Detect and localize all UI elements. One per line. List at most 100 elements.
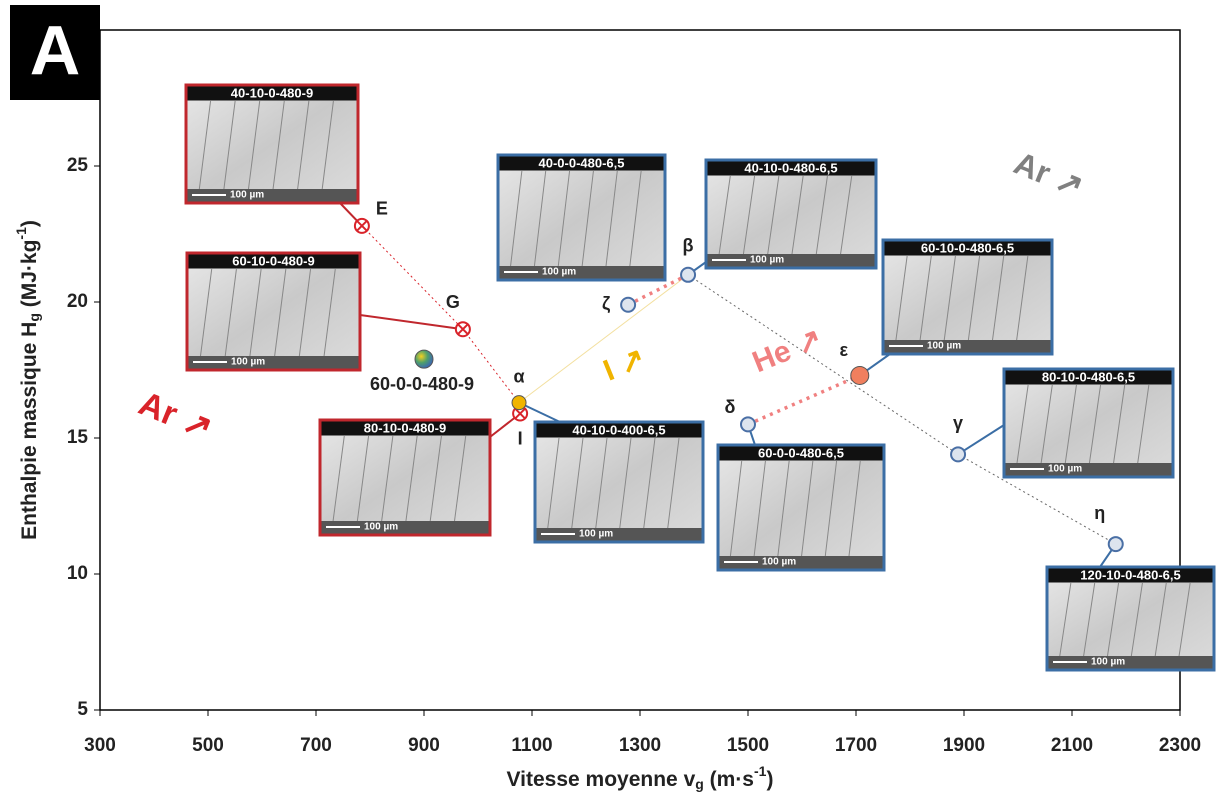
texture xyxy=(320,100,334,196)
x-tick-label: 1500 xyxy=(727,735,769,756)
connector xyxy=(957,453,1116,545)
y-title-unit: (MJ·kg xyxy=(18,240,41,314)
inset-bottom-band xyxy=(321,521,489,534)
inset-bottom-band xyxy=(499,266,664,279)
texture xyxy=(380,435,394,528)
connector xyxy=(518,274,689,404)
texture xyxy=(223,268,237,363)
point xyxy=(511,395,527,411)
x-tick-label: 500 xyxy=(192,735,224,756)
texture xyxy=(199,268,213,363)
inset-image xyxy=(185,251,362,372)
texture xyxy=(404,435,418,528)
texture xyxy=(894,255,908,347)
inset-bottom-band xyxy=(536,528,702,541)
texture xyxy=(331,435,345,528)
texture xyxy=(752,460,766,563)
inset-label: 60-0-0-480-6,5 xyxy=(758,445,844,460)
leader-line xyxy=(359,314,464,331)
texture xyxy=(918,255,932,347)
texture xyxy=(1112,384,1126,470)
inset-micrograph: 60-0-0-480-6,5 100 µm xyxy=(716,443,886,572)
inset-image xyxy=(1002,367,1175,479)
texture xyxy=(247,100,261,196)
x-tick-label: 1900 xyxy=(943,735,985,756)
x-tick-label: 1100 xyxy=(511,735,552,756)
inset-label: 40-10-0-480-9 xyxy=(231,85,313,100)
inset-label: 80-10-0-480-9 xyxy=(364,420,446,435)
texture xyxy=(248,268,262,363)
texture xyxy=(1106,582,1120,663)
annotation: I ↗ xyxy=(599,341,650,387)
texture xyxy=(790,175,804,261)
inset-top-band xyxy=(536,423,702,438)
texture xyxy=(942,255,956,347)
inset-micrograph: 40-10-0-480-9 100 µm xyxy=(184,83,360,205)
inset-bottom-band xyxy=(719,556,883,569)
x-tick-label: 1700 xyxy=(835,735,877,756)
y-title-sup: -1 xyxy=(13,227,29,240)
x-tick-label: 300 xyxy=(84,735,116,756)
texture xyxy=(271,100,285,196)
texture xyxy=(322,268,336,363)
point-label: δ xyxy=(725,397,736,417)
connector xyxy=(361,225,464,330)
x-title-unit: (m·s xyxy=(704,768,754,791)
y-tick-label: 15 xyxy=(67,427,89,448)
texture xyxy=(1177,582,1191,663)
inset-scale: 100 µm xyxy=(542,267,576,278)
texture xyxy=(453,435,467,528)
inset-image xyxy=(496,153,667,282)
texture xyxy=(604,170,618,273)
texture xyxy=(776,460,790,563)
x-title-sup: -1 xyxy=(754,763,767,779)
texture xyxy=(1153,582,1167,663)
connector xyxy=(627,273,689,307)
x-tick-label: 700 xyxy=(300,735,332,756)
texture xyxy=(1088,384,1102,470)
inset-bottom-band xyxy=(187,189,357,202)
inset-micrograph: 40-10-0-480-6,5 100 µm xyxy=(704,158,878,270)
point xyxy=(414,349,434,369)
inset-scale: 100 µm xyxy=(750,255,784,266)
texture xyxy=(356,435,370,528)
texture xyxy=(839,175,853,261)
inset-scale: 100 µm xyxy=(1091,657,1125,668)
texture xyxy=(1058,582,1072,663)
point xyxy=(620,296,637,313)
inset-bottom-band xyxy=(884,340,1051,353)
inset-micrograph: 60-10-0-480-9 100 µm xyxy=(185,251,362,372)
y-tick-label: 5 xyxy=(77,699,88,720)
texture xyxy=(594,437,608,535)
inset-scale: 100 µm xyxy=(364,522,398,533)
inset-label: 40-0-0-480-6,5 xyxy=(539,155,625,170)
point xyxy=(1107,536,1124,553)
inset-scale: 100 µm xyxy=(1048,464,1082,475)
y-tick-label: 10 xyxy=(67,563,88,584)
point-label: E xyxy=(376,199,388,219)
texture xyxy=(298,268,312,363)
point xyxy=(950,446,967,463)
point-label: η xyxy=(1094,503,1105,523)
panel-letter: A xyxy=(30,11,81,89)
inset-top-band xyxy=(188,254,359,269)
texture xyxy=(628,170,642,273)
texture xyxy=(1082,582,1096,663)
y-tick-label: 25 xyxy=(67,155,89,176)
texture xyxy=(742,175,756,261)
texture xyxy=(1136,384,1150,470)
texture xyxy=(814,175,828,261)
connector xyxy=(747,373,861,427)
inset-bottom-band xyxy=(707,254,875,267)
texture xyxy=(642,437,656,535)
inset-micrograph: 80-10-0-480-9 100 µm xyxy=(318,418,492,537)
point-label: I xyxy=(518,428,523,448)
texture xyxy=(533,170,547,273)
point xyxy=(850,365,870,385)
inset-image xyxy=(184,83,360,205)
y-axis-title: Enthalpie massique Hg (MJ·kg-1) xyxy=(13,220,42,540)
point-label: α xyxy=(514,366,525,386)
texture xyxy=(1015,255,1029,347)
inset-top-band xyxy=(1048,568,1213,583)
x-tick-label: 2300 xyxy=(1159,735,1201,756)
